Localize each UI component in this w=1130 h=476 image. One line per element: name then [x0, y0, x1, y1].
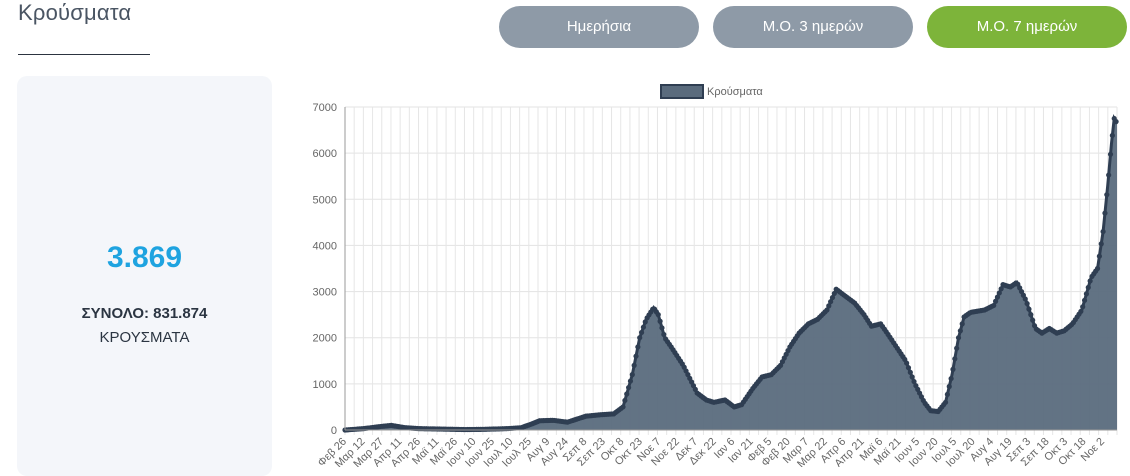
series-point [909, 374, 915, 380]
series-point [942, 399, 949, 405]
series-point [640, 324, 647, 330]
series-point [907, 369, 913, 375]
series-point [950, 366, 956, 372]
series-point [948, 375, 954, 382]
series-point [996, 290, 1002, 296]
series-area [345, 118, 1117, 431]
series-point [829, 294, 836, 301]
series-point [991, 302, 997, 309]
series-point [631, 362, 637, 368]
series-point [1107, 151, 1114, 157]
series-point [952, 356, 958, 362]
series-point [828, 299, 834, 305]
series-point [954, 345, 960, 351]
series-point [1078, 308, 1084, 315]
series-point [1104, 192, 1110, 198]
series-point [1106, 172, 1112, 178]
series-point [944, 391, 951, 398]
series-point [638, 329, 645, 336]
y-tick-label: 4000 [313, 240, 337, 252]
series-point [905, 365, 912, 371]
series-point [642, 319, 648, 325]
y-tick-label: 6000 [313, 148, 337, 160]
series-point [655, 312, 661, 318]
cases-chart: Κρούσματα01000200030004000500060007000Φε… [313, 84, 1119, 467]
series-point [637, 335, 643, 341]
series-point [1087, 278, 1093, 284]
page-title: Κρούσματα [18, 0, 132, 25]
series-point [1094, 265, 1101, 272]
series-point [955, 335, 962, 341]
series-point [946, 383, 952, 390]
series-point [1109, 132, 1115, 139]
legend-swatch [660, 84, 704, 99]
series-point [1096, 253, 1102, 259]
tab-7day-average[interactable]: Μ.Ο. 7 ημερών [927, 6, 1127, 48]
series-point [1098, 241, 1104, 247]
series-point [661, 331, 667, 338]
y-tick-label: 3000 [313, 287, 337, 299]
y-tick-label: 2000 [313, 333, 337, 345]
y-tick-label: 5000 [313, 194, 337, 206]
series-point [1028, 312, 1034, 318]
series-point [831, 290, 837, 297]
series-point [635, 344, 641, 350]
series-point [826, 303, 832, 309]
tab-3day-average[interactable]: Μ.Ο. 3 ημερών [713, 6, 913, 48]
title-underline [18, 54, 150, 55]
stat-label: ΚΡΟΥΣΜΑΤΑ [99, 329, 190, 346]
series-point [657, 318, 663, 324]
series-point [1100, 228, 1106, 235]
series-point [659, 325, 665, 331]
series-point [959, 321, 965, 327]
series-point [629, 372, 635, 378]
tab-daily[interactable]: Ημερήσια [499, 6, 699, 48]
series-point [620, 404, 626, 410]
series-point [627, 378, 634, 384]
series-point [1081, 297, 1088, 303]
series-point [998, 286, 1004, 292]
y-tick-label: 0 [331, 425, 337, 437]
stat-total: ΣΥΝΟΛΟ: 831.874 [81, 305, 208, 322]
series-point [824, 307, 830, 313]
legend-label: Κρούσματα [707, 86, 763, 98]
series-point [1024, 300, 1030, 307]
series-point [992, 298, 999, 304]
series-point [1030, 317, 1036, 323]
series-point [904, 360, 910, 366]
series-point [1113, 119, 1119, 125]
series-point [1080, 304, 1086, 310]
series-point [633, 353, 639, 359]
y-tick-label: 1000 [313, 379, 337, 391]
series-point [911, 378, 917, 385]
series-point [1085, 284, 1091, 291]
stat-value: 3.869 [106, 241, 183, 274]
series-point [957, 328, 963, 334]
series-point [622, 397, 628, 404]
series-point [1083, 291, 1090, 297]
series-point [994, 294, 1001, 300]
series-point [1022, 296, 1028, 302]
series-point [1102, 210, 1108, 216]
series-point [625, 384, 632, 391]
y-tick-label: 7000 [313, 102, 337, 114]
series-point [624, 391, 630, 397]
stats-card: 3.869 ΣΥΝΟΛΟ: 831.874 ΚΡΟΥΣΜΑΤΑ [17, 76, 272, 476]
series-point [1026, 306, 1032, 312]
